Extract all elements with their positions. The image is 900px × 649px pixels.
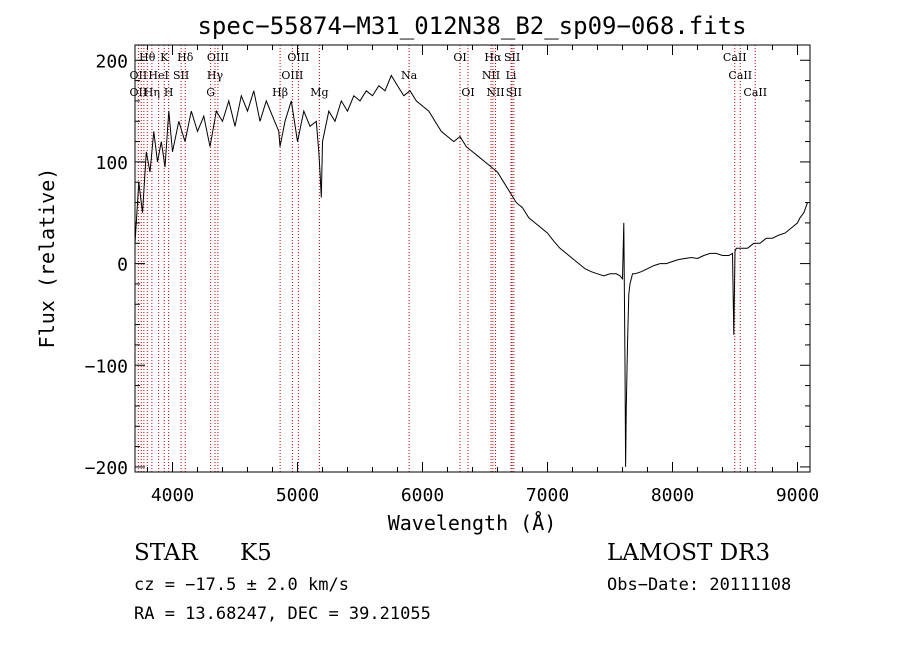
line-annotation-label: Na: [401, 69, 418, 82]
line-annotation-label: CaII: [743, 86, 767, 99]
line-annotation-label: Mg: [310, 86, 328, 99]
y-tick-label: 0: [117, 255, 128, 276]
line-annotation-label: Hθ: [139, 51, 156, 64]
y-axis-label: Flux (relative): [35, 168, 59, 349]
x-tick-label: 8000: [651, 485, 694, 506]
line-annotation-label: OIII: [281, 69, 303, 82]
line-annotation-label: SII: [504, 51, 520, 64]
x-tick-label: 5000: [276, 485, 319, 506]
line-annotation-label: Li: [506, 69, 517, 82]
x-tick-label: 6000: [401, 485, 444, 506]
y-tick-label: −100: [85, 356, 128, 377]
flux-series: [134, 74, 808, 467]
line-annotation-label: H: [164, 86, 174, 99]
object-subclass: K5: [240, 540, 272, 566]
line-annotation-label: HeI: [148, 69, 168, 82]
line-annotation-label: Hα: [484, 51, 502, 64]
object-class: STAR: [134, 540, 198, 566]
line-annotation-label: NII: [482, 69, 500, 82]
line-annotation-label: CaII: [723, 51, 747, 64]
plot-frame: [134, 44, 811, 473]
line-annotation-label: OII: [130, 69, 148, 82]
line-annotation-label: SII: [506, 86, 522, 99]
line-annotation-label: OI: [453, 51, 466, 64]
line-annotation-label: NII: [486, 86, 504, 99]
line-annotation-label: Hδ: [177, 51, 194, 64]
spectrum-chart: spec−55874−M31_012N38_B2_sp09−068.fits H…: [35, 12, 819, 535]
line-annotation-label: Hβ: [272, 86, 288, 99]
line-annotation-label: SII: [173, 69, 189, 82]
line-annotation-label: OII: [130, 86, 148, 99]
survey-label: LAMOST DR3: [607, 540, 771, 566]
x-tick-label: 7000: [526, 485, 569, 506]
chart-title: spec−55874−M31_012N38_B2_sp09−068.fits: [197, 12, 746, 40]
y-tick-label: 100: [95, 153, 128, 174]
line-annotation-label: OI: [461, 86, 474, 99]
y-tick-label: 200: [95, 51, 128, 72]
line-annotation-label: OIII: [207, 51, 229, 64]
line-annotation-label: Hη: [144, 86, 160, 99]
y-axis-ticks: −200 −100 0 100 200: [85, 51, 810, 479]
x-tick-label: 9000: [776, 485, 819, 506]
line-annotation-label: OIII: [287, 51, 309, 64]
line-annotation-label: Hγ: [207, 69, 224, 82]
redshift-text: cz = −17.5 ± 2.0 km/s: [134, 575, 349, 595]
x-axis-label: Wavelength (Å): [388, 511, 557, 535]
y-tick-label: −200: [85, 458, 128, 479]
x-tick-label: 4000: [151, 485, 194, 506]
coordinates-text: RA = 13.68247, DEC = 39.21055: [134, 604, 431, 624]
emission-line-markers: [137, 45, 756, 472]
x-axis-ticks: 4000 5000 6000 7000 8000 9000: [147, 45, 819, 506]
line-annotation-label: K: [160, 51, 169, 64]
obs-date-text: Obs−Date: 20111108: [607, 575, 792, 595]
line-annotation-label: CaII: [728, 69, 752, 82]
line-annotation-label: G: [206, 86, 215, 99]
